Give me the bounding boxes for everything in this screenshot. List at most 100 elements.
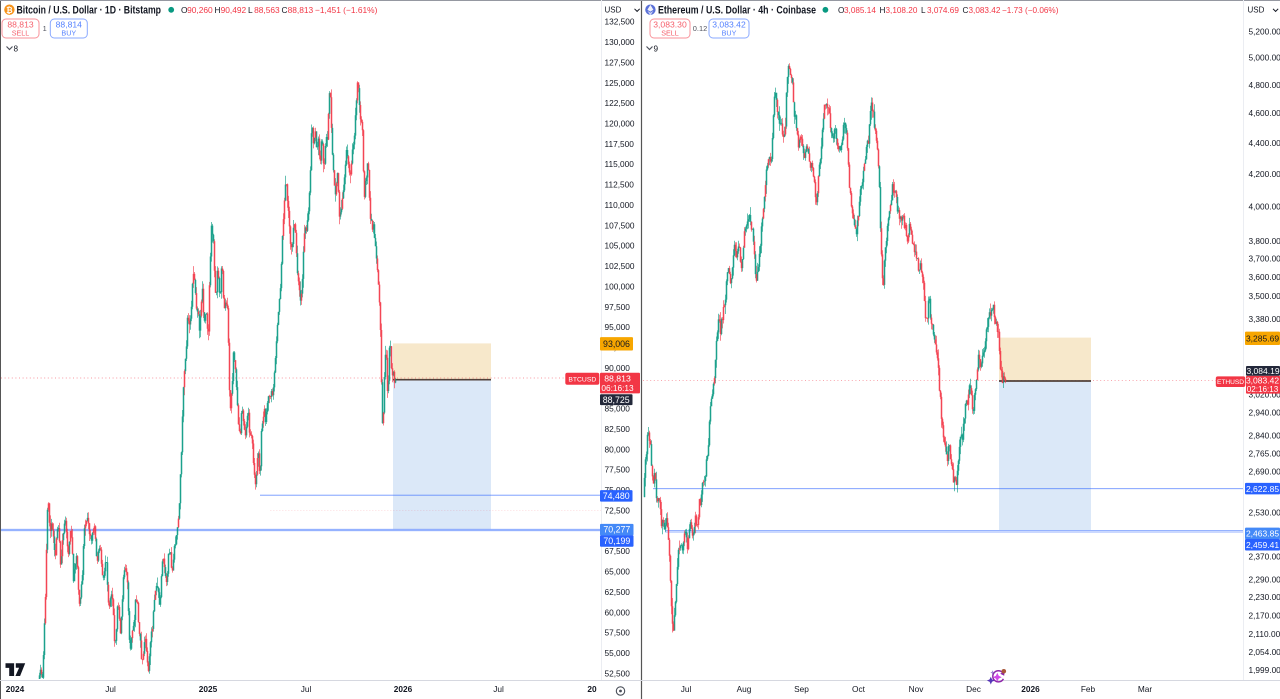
svg-text:Sep: Sep bbox=[794, 684, 809, 694]
svg-text:2,110.00: 2,110.00 bbox=[1249, 629, 1280, 639]
svg-text:Oct: Oct bbox=[852, 684, 866, 694]
svg-text:5,200.00: 5,200.00 bbox=[1249, 26, 1280, 36]
svg-text:65,000: 65,000 bbox=[605, 567, 631, 577]
svg-text:4,200.00: 4,200.00 bbox=[1249, 169, 1280, 179]
svg-text:105,000: 105,000 bbox=[605, 241, 635, 251]
svg-text:90,000: 90,000 bbox=[605, 363, 631, 373]
svg-text:62,500: 62,500 bbox=[605, 587, 631, 597]
svg-text:72,500: 72,500 bbox=[605, 506, 631, 516]
svg-text:2,765.00: 2,765.00 bbox=[1249, 448, 1280, 458]
svg-text:3,083.42: 3,083.42 bbox=[712, 19, 746, 29]
svg-text:102,500: 102,500 bbox=[605, 261, 635, 271]
svg-text:₿: ₿ bbox=[6, 6, 12, 15]
svg-text:4,000.00: 4,000.00 bbox=[1249, 202, 1280, 212]
svg-text:2,530.00: 2,530.00 bbox=[1249, 508, 1280, 518]
svg-text:5,000.00: 5,000.00 bbox=[1249, 53, 1280, 63]
svg-text:3,108.20: 3,108.20 bbox=[886, 6, 918, 15]
svg-text:67,500: 67,500 bbox=[605, 546, 631, 556]
svg-text:85,000: 85,000 bbox=[605, 404, 631, 414]
svg-text:2,940.00: 2,940.00 bbox=[1249, 407, 1280, 417]
svg-text:2,463.85: 2,463.85 bbox=[1246, 529, 1279, 539]
svg-text:88,813: 88,813 bbox=[604, 374, 631, 384]
svg-text:90,260: 90,260 bbox=[187, 5, 213, 15]
svg-text:93,006: 93,006 bbox=[603, 339, 630, 349]
svg-text:100,000: 100,000 bbox=[605, 281, 635, 291]
svg-text:117,500: 117,500 bbox=[605, 139, 635, 149]
svg-text:74,480: 74,480 bbox=[603, 491, 630, 501]
svg-text:2025: 2025 bbox=[199, 684, 218, 694]
svg-text:4,400.00: 4,400.00 bbox=[1249, 138, 1280, 148]
svg-text:2,290.00: 2,290.00 bbox=[1249, 574, 1280, 584]
svg-text:88,813: 88,813 bbox=[288, 5, 314, 15]
svg-text:Feb: Feb bbox=[1081, 684, 1096, 694]
svg-text:USD: USD bbox=[605, 6, 622, 15]
svg-text:1: 1 bbox=[43, 24, 47, 33]
svg-text:O: O bbox=[181, 5, 188, 15]
svg-text:H: H bbox=[215, 5, 221, 15]
svg-text:77,500: 77,500 bbox=[605, 465, 631, 475]
svg-text:3,085.14: 3,085.14 bbox=[844, 6, 876, 15]
svg-text:3,074.69: 3,074.69 bbox=[927, 6, 959, 15]
svg-text:3,083.42: 3,083.42 bbox=[969, 6, 1001, 15]
svg-text:2,840.00: 2,840.00 bbox=[1249, 431, 1280, 441]
svg-text:L: L bbox=[248, 5, 253, 15]
svg-text:3,500.00: 3,500.00 bbox=[1249, 291, 1280, 301]
svg-text:Jul: Jul bbox=[681, 684, 692, 694]
svg-text:2,230.00: 2,230.00 bbox=[1249, 592, 1280, 602]
svg-text:95,000: 95,000 bbox=[605, 322, 631, 332]
svg-text:SELL: SELL bbox=[12, 28, 30, 37]
svg-text:2026: 2026 bbox=[394, 684, 413, 694]
svg-text:Jul: Jul bbox=[301, 684, 312, 694]
svg-text:90,492: 90,492 bbox=[221, 5, 247, 15]
svg-text:2,370.00: 2,370.00 bbox=[1249, 551, 1280, 561]
svg-text:3,083.42: 3,083.42 bbox=[1246, 376, 1279, 386]
svg-text:L: L bbox=[921, 6, 926, 15]
svg-text:125,000: 125,000 bbox=[605, 78, 635, 88]
svg-text:70,277: 70,277 bbox=[603, 525, 630, 535]
svg-text:Dec: Dec bbox=[966, 684, 981, 694]
svg-text:Jul: Jul bbox=[493, 684, 504, 694]
svg-text:Aug: Aug bbox=[737, 684, 752, 694]
svg-text:122,500: 122,500 bbox=[605, 98, 635, 108]
svg-text:3,083.30: 3,083.30 bbox=[653, 19, 687, 29]
svg-text:Nov: Nov bbox=[909, 684, 925, 694]
svg-text:3,020.00: 3,020.00 bbox=[1249, 389, 1280, 399]
svg-text:80,000: 80,000 bbox=[605, 444, 631, 454]
svg-text:H: H bbox=[880, 6, 886, 15]
svg-text:3,285.69: 3,285.69 bbox=[1246, 333, 1279, 343]
svg-text:4,600.00: 4,600.00 bbox=[1249, 108, 1280, 118]
svg-text:52,500: 52,500 bbox=[605, 668, 631, 678]
svg-text:127,500: 127,500 bbox=[605, 57, 635, 67]
svg-text:132,500: 132,500 bbox=[605, 17, 635, 27]
svg-text:4,800.00: 4,800.00 bbox=[1249, 80, 1280, 90]
svg-text:1,999.00: 1,999.00 bbox=[1249, 665, 1280, 675]
svg-text:55,000: 55,000 bbox=[605, 648, 631, 658]
svg-text:ETHUSD: ETHUSD bbox=[1217, 379, 1244, 386]
svg-text:110,000: 110,000 bbox=[605, 200, 635, 210]
svg-text:97,500: 97,500 bbox=[605, 302, 631, 312]
svg-text:60,000: 60,000 bbox=[605, 607, 631, 617]
svg-text:8: 8 bbox=[14, 44, 19, 53]
svg-text:02:16:13: 02:16:13 bbox=[1247, 385, 1279, 394]
svg-text:2,622.85: 2,622.85 bbox=[1246, 484, 1279, 494]
svg-text:88,813: 88,813 bbox=[7, 19, 34, 29]
svg-text:3,084.19: 3,084.19 bbox=[1246, 366, 1279, 376]
svg-text:C: C bbox=[963, 6, 969, 15]
svg-text:SELL: SELL bbox=[661, 28, 679, 37]
svg-text:70,199: 70,199 bbox=[603, 536, 630, 546]
svg-text:20: 20 bbox=[587, 684, 597, 694]
svg-text:107,500: 107,500 bbox=[605, 220, 635, 230]
svg-text:120,000: 120,000 bbox=[605, 119, 635, 129]
svg-text:BTCUSD: BTCUSD bbox=[568, 376, 596, 383]
svg-text:130,000: 130,000 bbox=[605, 37, 635, 47]
svg-text:2026: 2026 bbox=[1021, 684, 1040, 694]
svg-text:82,500: 82,500 bbox=[605, 424, 631, 434]
svg-text:3,700.00: 3,700.00 bbox=[1249, 254, 1280, 264]
svg-text:06:16:13: 06:16:13 bbox=[601, 383, 634, 393]
svg-text:BUY: BUY bbox=[722, 28, 737, 37]
svg-text:3,600.00: 3,600.00 bbox=[1249, 272, 1280, 282]
svg-text:88,725: 88,725 bbox=[603, 395, 630, 405]
svg-text:2,054.00: 2,054.00 bbox=[1249, 647, 1280, 657]
svg-text:BUY: BUY bbox=[61, 28, 76, 37]
svg-text:112,500: 112,500 bbox=[605, 180, 635, 190]
